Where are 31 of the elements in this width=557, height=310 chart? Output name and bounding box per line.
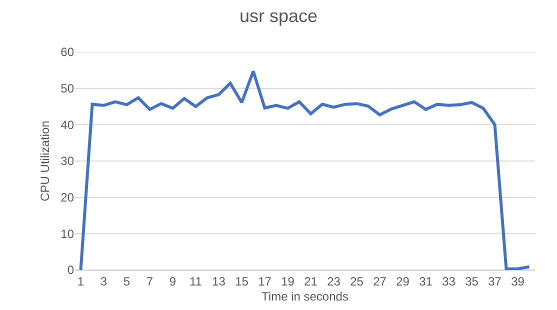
x-tick-label: 35 <box>465 274 479 288</box>
y-tick-label: 0 <box>67 263 74 278</box>
x-tick-label: 9 <box>169 274 176 288</box>
x-tick-label: 23 <box>327 274 341 288</box>
x-tick-label: 31 <box>419 274 433 288</box>
x-tick-label: 19 <box>281 274 295 288</box>
x-tick-label: 33 <box>442 274 456 288</box>
x-tick-label: 25 <box>350 274 364 288</box>
x-axis-title: Time in seconds <box>262 289 348 304</box>
x-tick-label: 29 <box>396 274 410 288</box>
y-tick-label: 20 <box>60 190 74 205</box>
x-tick-label: 1 <box>77 274 84 288</box>
x-tick-label: 7 <box>146 274 154 288</box>
x-tick-label: 39 <box>511 274 525 288</box>
x-tick-label: 17 <box>258 274 272 288</box>
x-tick-label: 15 <box>235 274 249 288</box>
y-tick-label: 30 <box>60 154 74 168</box>
x-tick-label: 27 <box>373 274 387 288</box>
y-tick-label: 10 <box>60 226 74 241</box>
y-tick-label: 60 <box>60 45 74 60</box>
y-tick-label: 40 <box>60 118 74 132</box>
x-tick-label: 37 <box>488 274 502 288</box>
x-tick-label: 5 <box>123 274 130 288</box>
x-tick-label: 3 <box>100 274 108 288</box>
chart-title: usr space <box>239 6 318 26</box>
y-axis-title: CPU Utilization <box>38 120 52 202</box>
x-tick-label: 11 <box>190 274 202 288</box>
y-tick-label: 50 <box>60 82 74 96</box>
x-tick-label: 13 <box>212 274 226 288</box>
line-series <box>79 70 531 270</box>
x-tick-label: 21 <box>304 274 318 288</box>
